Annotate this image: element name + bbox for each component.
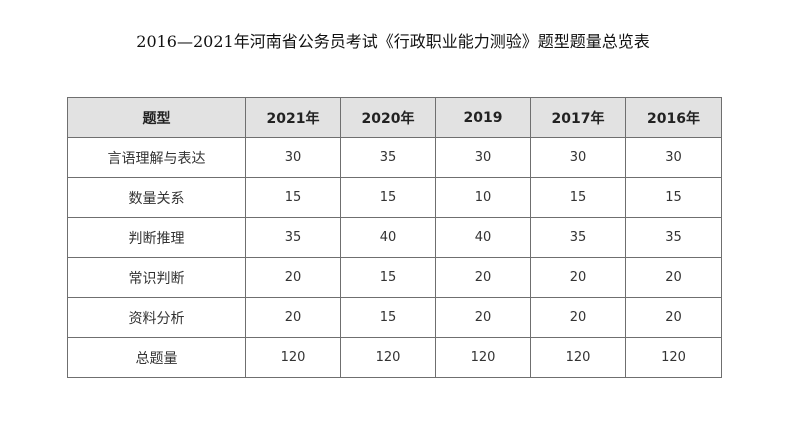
table-cell: 20	[435, 257, 531, 298]
table-cell: 15	[625, 177, 722, 218]
table-cell: 30	[435, 137, 531, 178]
table-cell: 30	[530, 137, 626, 178]
table-cell: 20	[435, 297, 531, 338]
table-row: 数量关系 15 15 10 15 15	[67, 177, 722, 218]
table-cell: 30	[625, 137, 722, 178]
header-year-2021: 2021年	[245, 97, 341, 138]
table-cell: 20	[625, 257, 722, 298]
table-cell: 15	[245, 177, 341, 218]
header-year-2017: 2017年	[530, 97, 626, 138]
table-cell: 35	[245, 217, 341, 258]
table-cell: 20	[245, 257, 341, 298]
table-cell: 120	[625, 337, 722, 378]
table-cell: 15	[340, 297, 436, 338]
row-label: 总题量	[67, 337, 246, 378]
table-row-total: 总题量 120 120 120 120 120	[67, 337, 722, 378]
header-question-type: 题型	[67, 97, 246, 138]
table-cell: 35	[340, 137, 436, 178]
question-count-table: 题型 2021年 2020年 2019 2017年 2016年 言语理解与表达 …	[67, 97, 722, 378]
table-cell: 15	[340, 177, 436, 218]
table-row: 判断推理 35 40 40 35 35	[67, 217, 722, 258]
table-cell: 35	[530, 217, 626, 258]
row-label: 言语理解与表达	[67, 137, 246, 178]
row-label: 资料分析	[67, 297, 246, 338]
table-cell: 15	[530, 177, 626, 218]
table-row: 言语理解与表达 30 35 30 30 30	[67, 137, 722, 178]
table-cell: 40	[435, 217, 531, 258]
table-cell: 15	[340, 257, 436, 298]
table-cell: 20	[530, 297, 626, 338]
table-cell: 120	[530, 337, 626, 378]
table-cell: 30	[245, 137, 341, 178]
table-row: 常识判断 20 15 20 20 20	[67, 257, 722, 298]
header-year-2020: 2020年	[340, 97, 436, 138]
table-cell: 120	[435, 337, 531, 378]
header-year-2016: 2016年	[625, 97, 722, 138]
table-cell: 120	[245, 337, 341, 378]
table-cell: 120	[340, 337, 436, 378]
table-header-row: 题型 2021年 2020年 2019 2017年 2016年	[67, 97, 722, 138]
row-label: 判断推理	[67, 217, 246, 258]
row-label: 数量关系	[67, 177, 246, 218]
header-year-2019: 2019	[435, 97, 531, 138]
table-cell: 20	[625, 297, 722, 338]
table-cell: 10	[435, 177, 531, 218]
page-title: 2016—2021年河南省公务员考试《行政职业能力测验》题型题量总览表	[136, 32, 650, 51]
row-label: 常识判断	[67, 257, 246, 298]
table-row: 资料分析 20 15 20 20 20	[67, 297, 722, 338]
table-cell: 35	[625, 217, 722, 258]
table-cell: 40	[340, 217, 436, 258]
table-cell: 20	[530, 257, 626, 298]
table-cell: 20	[245, 297, 341, 338]
